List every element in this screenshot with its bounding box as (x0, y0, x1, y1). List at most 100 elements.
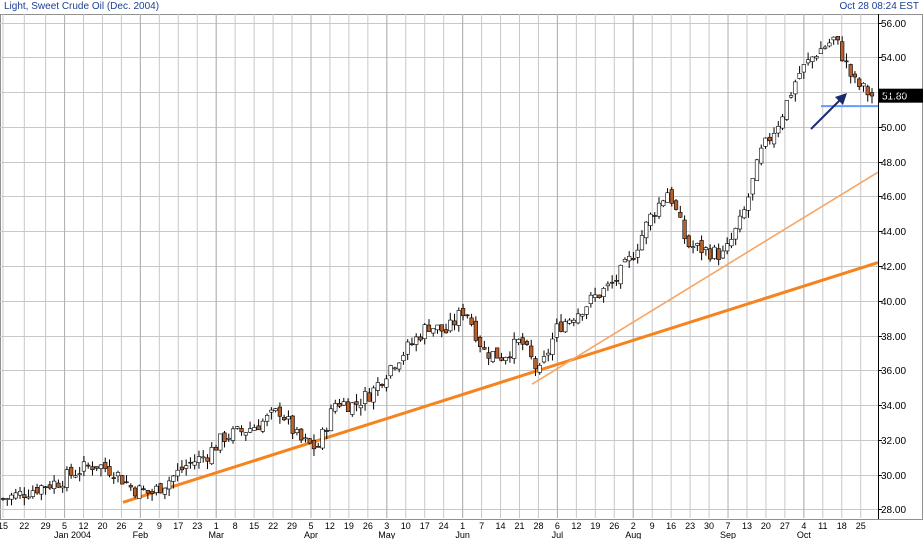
candle (656, 197, 662, 219)
candle (17, 487, 23, 500)
candle-body (806, 59, 811, 64)
candle (495, 347, 500, 359)
candle-body (776, 126, 781, 134)
candle (345, 398, 351, 412)
candle-body (60, 485, 65, 489)
x-day-label: 14 (496, 521, 506, 531)
candle (247, 421, 253, 434)
candle (120, 474, 125, 485)
candle-body (490, 351, 495, 362)
candle-body (120, 475, 125, 485)
x-day-label: 2 (631, 521, 636, 531)
candle-body (499, 357, 504, 361)
candle (149, 488, 155, 501)
candle (435, 324, 440, 334)
candle-body (201, 456, 206, 459)
x-day-label: 29 (287, 521, 297, 531)
candle-body (546, 352, 551, 356)
candle (524, 339, 530, 346)
x-day-label: 15 (249, 521, 259, 531)
candle (13, 488, 18, 500)
candle (682, 215, 687, 244)
x-day-label: 9 (650, 521, 655, 531)
candle-body (469, 317, 474, 325)
candle (269, 407, 274, 420)
candle (716, 243, 721, 266)
candle-body (34, 486, 40, 494)
candle-body (810, 56, 815, 62)
candle (132, 486, 138, 499)
candle-body (137, 485, 142, 499)
candle-body (456, 310, 461, 326)
candle-body (439, 324, 444, 332)
candle-body (452, 320, 457, 326)
candle (869, 88, 875, 104)
candle-body (171, 475, 176, 482)
candle (184, 459, 189, 476)
candle-body (771, 133, 777, 145)
candle (665, 188, 670, 203)
candle-body (780, 116, 785, 129)
candle-body (605, 283, 610, 287)
y-tick-label: 44.00 (881, 227, 906, 238)
candle-body (533, 358, 538, 370)
y-tick-label: 56.00 (881, 19, 906, 30)
candle (844, 53, 849, 69)
candle (303, 433, 308, 443)
candle (213, 444, 219, 451)
candle (712, 244, 717, 260)
candle (158, 482, 163, 494)
candle (358, 398, 363, 416)
candle (141, 485, 146, 491)
candle (282, 414, 287, 422)
candle-body (716, 248, 721, 260)
candle (354, 394, 359, 412)
candle-body (699, 240, 704, 254)
candle-body (801, 64, 806, 73)
candle (558, 314, 564, 333)
candle-body (503, 357, 508, 361)
candle (460, 303, 466, 321)
candle-body (601, 288, 606, 297)
candle-body (107, 466, 112, 476)
x-month-label: May (378, 530, 396, 539)
candle-body (86, 464, 91, 467)
candle (73, 469, 78, 479)
candle (277, 402, 282, 424)
candle-body (495, 347, 500, 359)
candle-body (422, 324, 427, 339)
candle (729, 232, 734, 249)
candle (639, 230, 645, 251)
candle-body (482, 347, 487, 350)
candle-body (30, 490, 35, 497)
candle (848, 63, 853, 84)
candle-body (235, 426, 240, 429)
candle-body (507, 356, 513, 359)
candle (490, 351, 495, 364)
candle (171, 475, 176, 489)
candle (405, 339, 410, 361)
candle-body (69, 466, 74, 476)
x-day-label: 15 (0, 521, 8, 531)
candle (593, 287, 598, 302)
candle-body (230, 428, 236, 441)
candle-body (243, 432, 248, 436)
y-tick-label: 32.00 (881, 436, 906, 447)
candle-body (656, 202, 662, 217)
candle (695, 242, 700, 252)
y-tick-label: 40.00 (881, 297, 906, 308)
candle (831, 36, 836, 45)
candle-layer (0, 36, 875, 506)
x-axis: 15 22 29 5 12 20 26 2 9 17 23 1 8 15 22 29 5 12 19 26 3 10 17 2… (0, 521, 866, 540)
candle (840, 36, 845, 62)
x-day-label: 2 (138, 521, 143, 531)
candle (456, 307, 461, 332)
candle (103, 457, 108, 473)
candle (362, 387, 368, 411)
candle (486, 346, 491, 366)
candle (852, 71, 858, 84)
candle-body (145, 489, 150, 494)
candle-body (588, 294, 593, 304)
x-month-label: Jan 2004 (54, 530, 91, 539)
